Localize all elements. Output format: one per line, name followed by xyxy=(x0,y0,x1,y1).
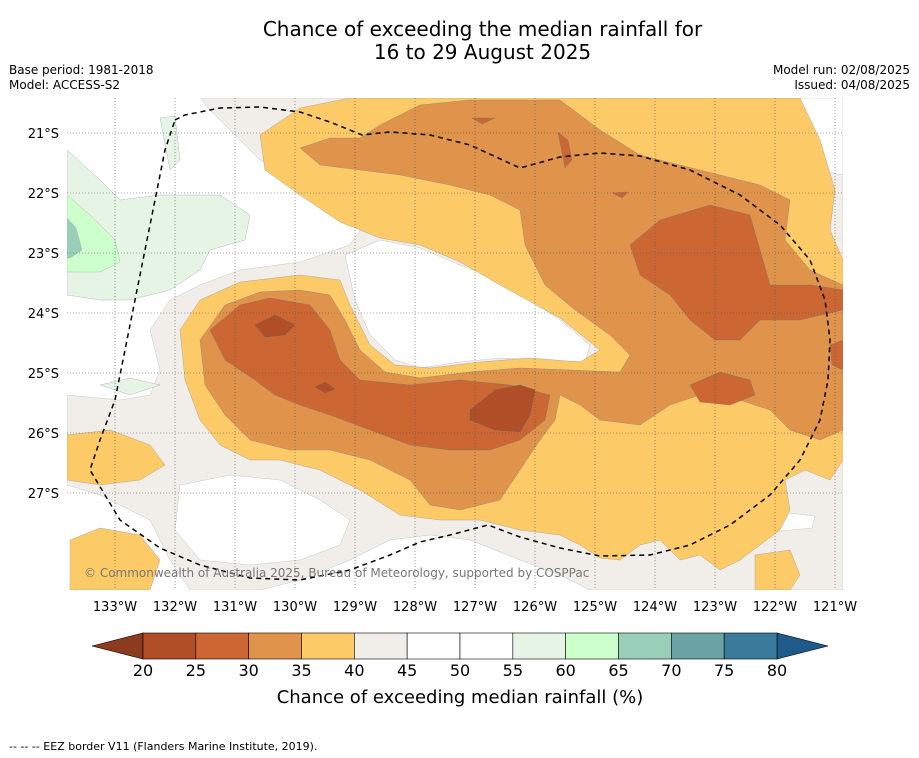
copyright-text: © Commonwealth of Australia 2025, Bureau… xyxy=(84,566,589,580)
contour-25-30-east xyxy=(629,204,843,341)
lon-label: 127°W xyxy=(453,600,497,615)
contour-20-25-west xyxy=(254,314,296,338)
colorbar-segment xyxy=(723,632,778,660)
contour-65-70 xyxy=(67,217,83,259)
colorbar-title: Chance of exceeding median rainfall (%) xyxy=(277,687,644,708)
base-period-text: Base period: 1981-2018 xyxy=(9,63,154,77)
contour-25-30-northtiny xyxy=(471,117,496,125)
colorbar-segment xyxy=(195,632,249,660)
colorbar-tick-label: 60 xyxy=(555,661,575,680)
longitude-labels: 133°W 132°W 131°W 130°W 129°W 128°W 127°… xyxy=(93,600,857,615)
model-text: Model: ACCESS-S2 xyxy=(9,78,121,92)
latitude-labels: 21°S 22°S 23°S 24°S 25°S 26°S 27°S xyxy=(28,127,59,502)
title-line-2: 16 to 29 August 2025 xyxy=(373,40,592,64)
lon-label: 129°W xyxy=(333,600,377,615)
model-run-text: Model run: 02/08/2025 xyxy=(772,63,910,77)
colorbar-segment xyxy=(301,632,355,660)
footnote: -- -- -- EEZ border V11 (Flanders Marine… xyxy=(9,740,318,753)
colorbar-tick-label: 75 xyxy=(714,661,734,680)
lat-label: 23°S xyxy=(28,247,59,262)
contour-25-30-edge xyxy=(829,339,843,371)
contour-25-30-dot xyxy=(611,191,629,199)
colorbar-segment xyxy=(671,632,725,660)
colorbar-tick-label: 30 xyxy=(238,661,258,680)
colorbar-segment xyxy=(459,632,514,660)
colorbar-segment xyxy=(406,632,461,660)
map-title: Chance of exceeding the median rainfall … xyxy=(0,18,919,64)
colorbar-tick-label: 65 xyxy=(608,661,628,680)
lat-label: 25°S xyxy=(28,367,59,382)
contour-35-40-bottomleft xyxy=(69,527,161,590)
lon-label: 130°W xyxy=(273,600,317,615)
colorbar-tick-label: 35 xyxy=(291,661,311,680)
contour-20-25-center xyxy=(469,384,536,433)
title-line-1: Chance of exceeding the median rainfall … xyxy=(262,17,703,41)
lat-label: 26°S xyxy=(28,427,59,442)
colorbar-segments xyxy=(142,632,778,660)
contour-25-30-southeast xyxy=(689,371,756,406)
lon-label: 121°W xyxy=(813,600,857,615)
contour-25-30-north xyxy=(557,131,573,169)
colorbar-tick-label: 45 xyxy=(397,661,417,680)
lon-label: 125°W xyxy=(573,600,617,615)
colorbar-segment xyxy=(248,632,302,660)
lon-label: 124°W xyxy=(633,600,677,615)
map-plot-area xyxy=(67,98,843,590)
colorbar-tick-label: 55 xyxy=(503,661,523,680)
lat-label: 21°S xyxy=(28,127,59,142)
lon-label: 122°W xyxy=(753,600,797,615)
contour-55-60-top xyxy=(159,115,181,171)
contour-35-40-bottomright xyxy=(754,549,801,590)
lon-label: 133°W xyxy=(93,600,137,615)
meta-right: Model run: 02/08/2025 Issued: 04/08/2025 xyxy=(773,63,910,93)
issued-text: Issued: 04/08/2025 xyxy=(794,78,910,92)
colorbar: 20 25 30 35 40 45 50 55 60 65 70 75 80 Chance of exc… xyxy=(91,632,829,708)
colorbar-low-extend xyxy=(91,632,144,660)
meta-left: Base period: 1981-2018 Model: ACCESS-S2 xyxy=(9,63,154,93)
colorbar-tick-label: 25 xyxy=(186,661,206,680)
lon-label: 126°W xyxy=(513,600,557,615)
eez-border xyxy=(89,106,831,581)
lon-label: 123°W xyxy=(693,600,737,615)
colorbar-tick-label: 40 xyxy=(344,661,364,680)
lat-label: 24°S xyxy=(28,307,59,322)
white-pocket-bottom xyxy=(174,474,351,566)
colorbar-tick-label: 80 xyxy=(767,661,787,680)
colorbar-segment xyxy=(618,632,672,660)
lat-label: 27°S xyxy=(28,487,59,502)
lat-label: 22°S xyxy=(28,187,59,202)
colorbar-segment xyxy=(512,632,566,660)
colorbar-tick-label: 50 xyxy=(450,661,470,680)
contour-55-60-small xyxy=(99,377,161,396)
contour-20-25-small xyxy=(314,381,336,394)
gridlines xyxy=(67,98,843,590)
colorbar-segment xyxy=(354,632,408,660)
lon-label: 131°W xyxy=(213,600,257,615)
colorbar-tick-label: 70 xyxy=(661,661,681,680)
colorbar-segment xyxy=(565,632,619,660)
colorbar-segment xyxy=(142,632,197,660)
colorbar-tick-labels: 20 25 30 35 40 45 50 55 60 65 70 75 80 xyxy=(133,661,787,680)
lon-label: 132°W xyxy=(153,600,197,615)
colorbar-tick-label: 20 xyxy=(133,661,153,680)
colorbar-high-extend xyxy=(776,632,829,660)
lon-label: 128°W xyxy=(393,600,437,615)
